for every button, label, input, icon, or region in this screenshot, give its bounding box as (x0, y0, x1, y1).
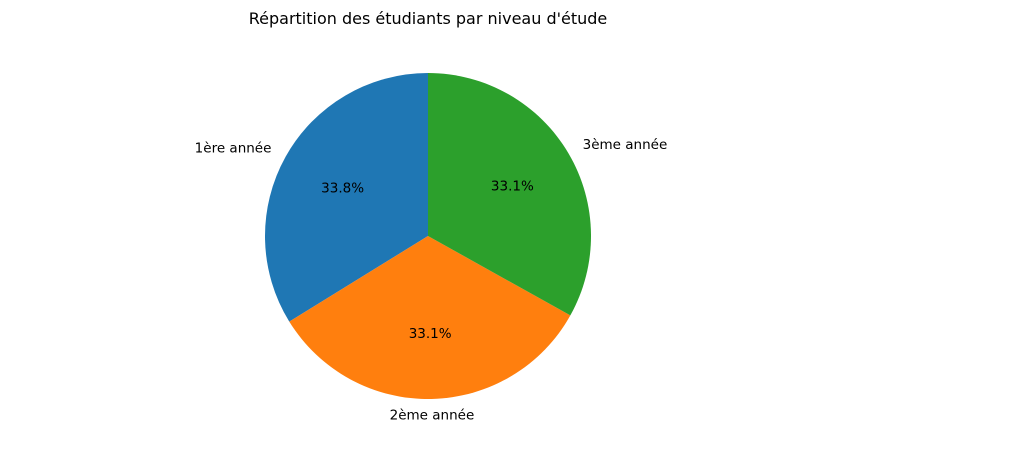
pie-pct-label: 33.1% (409, 326, 452, 342)
pie-labels: 33.8% 1ère année 33.1% 2ème année 33.1% 3ème … (195, 137, 668, 423)
pie-slice-2-me-ann-e (289, 236, 571, 399)
pie-category-label: 3ème année (583, 137, 668, 153)
pie-pct-label: 33.8% (321, 180, 364, 196)
pie-slice-3-me-ann-e (428, 73, 591, 316)
chart-title: Répartition des étudiants par niveau d'é… (249, 9, 608, 28)
pie-category-label: 1ère année (195, 141, 272, 157)
pie-slices (265, 73, 591, 399)
pie-category-label: 2ème année (390, 407, 475, 423)
pie-pct-label: 33.1% (491, 178, 534, 194)
pie-slice-1-re-ann-e (265, 73, 428, 322)
